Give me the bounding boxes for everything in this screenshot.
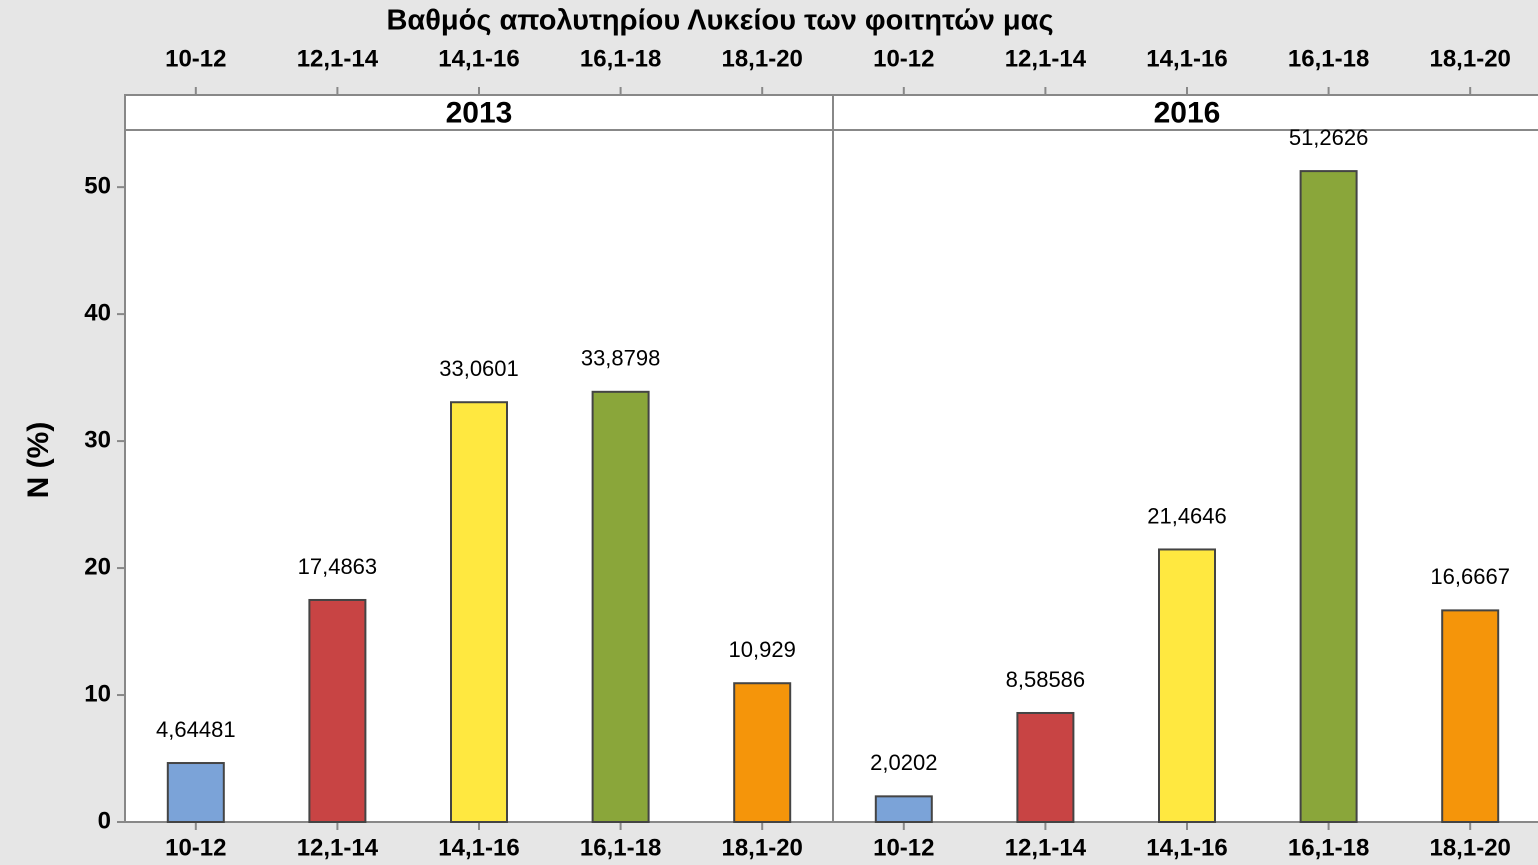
x-tick-label-top: 18,1-20 xyxy=(1429,45,1510,72)
y-axis-label: N (%) xyxy=(22,422,55,499)
data-label: 33,0601 xyxy=(439,356,519,381)
chart-title: Βαθμός απολυτηρίου Λυκείου των φοιτητών … xyxy=(386,5,1053,37)
bar xyxy=(733,682,792,823)
x-tick-label-top: 16,1-18 xyxy=(580,45,661,72)
x-tick-label: 16,1-18 xyxy=(1288,834,1369,861)
x-tick-label: 18,1-20 xyxy=(1429,834,1510,861)
x-tick-label-top: 14,1-16 xyxy=(438,45,519,72)
x-tick-label: 18,1-20 xyxy=(721,834,802,861)
x-tick-label-top: 12,1-14 xyxy=(1005,45,1087,72)
bar xyxy=(1441,609,1500,823)
y-tick-label: 10 xyxy=(84,680,111,707)
data-label: 2,0202 xyxy=(870,750,937,775)
panel-title: 2013 xyxy=(446,96,513,129)
x-tick-label: 12,1-14 xyxy=(1005,834,1087,861)
bar xyxy=(591,390,650,823)
x-tick-label-top: 14,1-16 xyxy=(1146,45,1227,72)
bar xyxy=(1158,548,1216,824)
y-tick-label: 0 xyxy=(98,807,111,834)
data-label: 4,64481 xyxy=(156,717,236,742)
x-tick-label-top: 16,1-18 xyxy=(1288,45,1369,72)
y-tick-label: 30 xyxy=(84,426,111,453)
bar xyxy=(450,401,508,823)
data-label: 17,4863 xyxy=(298,554,378,579)
bar xyxy=(1299,170,1358,823)
bar xyxy=(874,795,933,823)
x-tick-label: 16,1-18 xyxy=(580,834,661,861)
data-label: 51,2626 xyxy=(1289,125,1369,150)
x-tick-label: 14,1-16 xyxy=(1146,834,1227,861)
data-label: 16,6667 xyxy=(1430,564,1510,589)
y-tick-label: 40 xyxy=(84,299,111,326)
x-tick-label-top: 12,1-14 xyxy=(297,45,379,72)
x-tick-label: 14,1-16 xyxy=(438,834,519,861)
data-label: 10,929 xyxy=(729,637,796,662)
x-tick-label: 10-12 xyxy=(873,834,934,861)
x-tick-label-top: 18,1-20 xyxy=(721,45,802,72)
panel-header xyxy=(832,94,1538,131)
data-label: 8,58586 xyxy=(1006,667,1086,692)
x-tick-label-top: 10-12 xyxy=(873,45,934,72)
data-label: 33,8798 xyxy=(581,346,661,371)
x-tick-label: 10-12 xyxy=(165,834,226,861)
bar xyxy=(166,762,225,823)
x-tick-label-top: 10-12 xyxy=(165,45,226,72)
bar xyxy=(1016,711,1075,824)
x-tick-label: 12,1-14 xyxy=(297,834,379,861)
data-label: 21,4646 xyxy=(1147,503,1227,528)
y-tick-label: 20 xyxy=(84,553,111,580)
y-tick-label: 50 xyxy=(84,172,111,199)
panel-title: 2016 xyxy=(1154,96,1221,129)
bar xyxy=(308,598,367,823)
